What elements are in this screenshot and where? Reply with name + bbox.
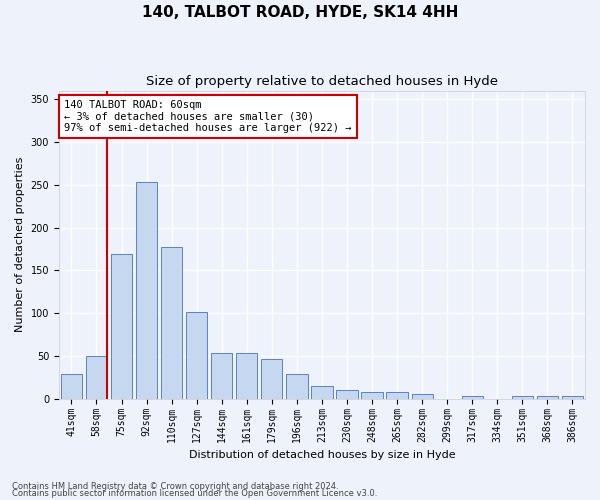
Text: 140 TALBOT ROAD: 60sqm
← 3% of detached houses are smaller (30)
97% of semi-deta: 140 TALBOT ROAD: 60sqm ← 3% of detached … — [64, 100, 352, 133]
Bar — [412, 394, 433, 399]
Bar — [311, 386, 332, 399]
Bar — [186, 312, 208, 399]
Bar — [161, 247, 182, 399]
X-axis label: Distribution of detached houses by size in Hyde: Distribution of detached houses by size … — [188, 450, 455, 460]
Bar — [236, 352, 257, 399]
Text: Contains public sector information licensed under the Open Government Licence v3: Contains public sector information licen… — [12, 489, 377, 498]
Bar — [512, 396, 533, 399]
Title: Size of property relative to detached houses in Hyde: Size of property relative to detached ho… — [146, 75, 498, 88]
Bar — [562, 396, 583, 399]
Bar — [86, 356, 107, 399]
Bar — [337, 390, 358, 399]
Bar — [461, 396, 483, 399]
Y-axis label: Number of detached properties: Number of detached properties — [15, 157, 25, 332]
Bar — [211, 352, 232, 399]
Bar — [537, 396, 558, 399]
Text: Contains HM Land Registry data © Crown copyright and database right 2024.: Contains HM Land Registry data © Crown c… — [12, 482, 338, 491]
Bar — [386, 392, 408, 399]
Bar — [111, 254, 132, 399]
Bar — [286, 374, 308, 399]
Bar — [261, 358, 283, 399]
Bar — [361, 392, 383, 399]
Bar — [61, 374, 82, 399]
Text: 140, TALBOT ROAD, HYDE, SK14 4HH: 140, TALBOT ROAD, HYDE, SK14 4HH — [142, 5, 458, 20]
Bar — [136, 182, 157, 399]
